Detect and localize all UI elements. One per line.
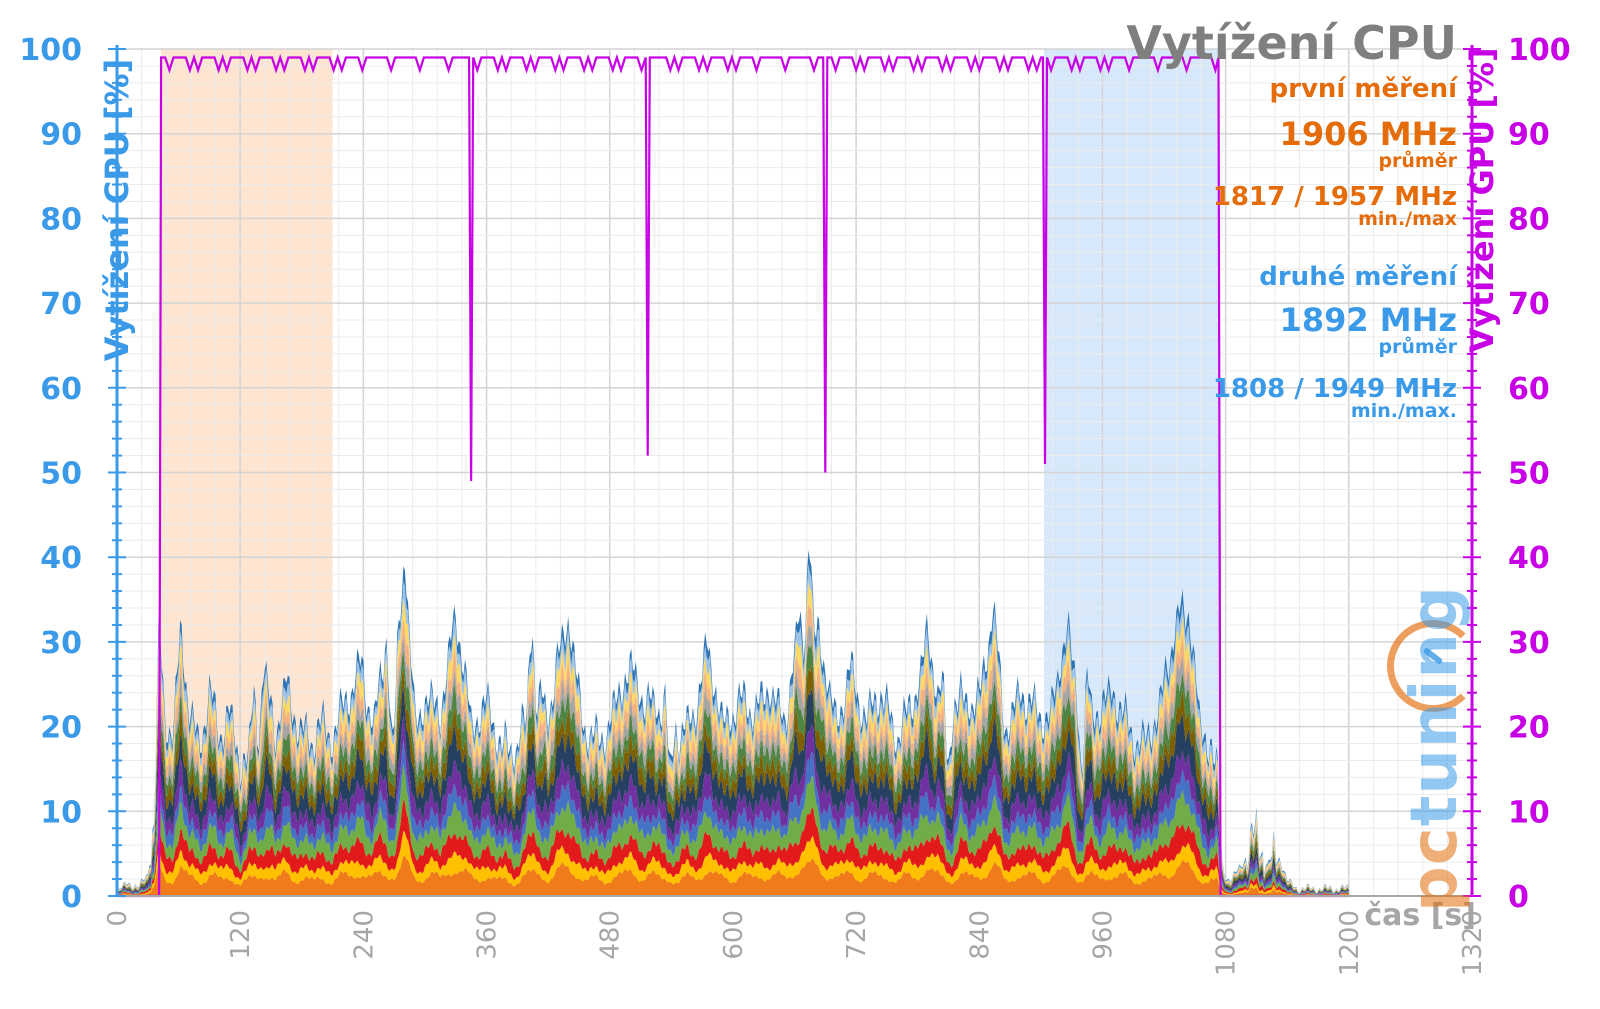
second-measurement-label: druhé měření — [1259, 262, 1457, 292]
y-axis-label: Vytížení CPU [%] — [98, 59, 136, 361]
x-tick-label: 600 — [719, 910, 749, 960]
cpu-area-series-1 — [117, 855, 1349, 896]
x-tick-label: 1080 — [1212, 910, 1242, 976]
second-minmax-value: 1808 / 1949 MHz — [1212, 374, 1457, 404]
y2-tick-label: 90 — [1508, 118, 1550, 153]
y2-tick-label: 80 — [1508, 202, 1550, 237]
cpu-stacked-areas — [117, 550, 1349, 896]
cpu-area-series-9 — [117, 643, 1349, 896]
y-tick-label: 40 — [40, 541, 82, 576]
second-avg-label: průměr — [1378, 336, 1457, 358]
first-minmax-label: min./max — [1358, 208, 1457, 230]
cpu-area-series-6 — [117, 715, 1349, 896]
first-avg-value: 1906 MHz — [1279, 115, 1457, 153]
cpu-area-series-7 — [117, 685, 1349, 896]
y2-tick-label: 10 — [1508, 795, 1550, 830]
y-tick-label: 80 — [40, 202, 82, 237]
gauge-icon — [1387, 620, 1479, 712]
x-tick-label: 720 — [842, 910, 872, 960]
x-tick-label: 960 — [1088, 910, 1118, 960]
y-tick-label: 0 — [61, 880, 82, 915]
first-avg-label: průměr — [1378, 150, 1457, 172]
y2-tick-label: 30 — [1508, 626, 1550, 661]
logo-text: pctuning — [1398, 585, 1472, 912]
y2-tick-label: 70 — [1508, 287, 1550, 322]
x-tick-label: 120 — [226, 910, 256, 960]
y-tick-label: 50 — [40, 457, 82, 492]
y-tick-label: 100 — [19, 33, 82, 68]
x-tick-label: 840 — [965, 910, 995, 960]
gpu-load-line — [117, 53, 1349, 898]
chart-title: Vytížení CPU — [1126, 16, 1457, 70]
x-tick-label: 0 — [103, 910, 133, 927]
pctuning-logo: pctuning — [1387, 585, 1495, 912]
tick-labels: 0 0 10 10 20 20 30 30 40 40 50 50 60 60 70 70 80 80 90 90 10… — [19, 33, 1570, 976]
y-tick-label: 20 — [40, 711, 82, 746]
second-minmax-label: min./max. — [1350, 400, 1457, 422]
cpu-area-series-4 — [117, 764, 1349, 896]
x-tick-label: 1320 — [1458, 910, 1488, 976]
gpu-line — [117, 53, 1349, 898]
y2-tick-label: 60 — [1508, 372, 1550, 407]
x-axis-label: čas [s] — [1364, 898, 1476, 933]
x-tick-label: 360 — [473, 910, 503, 960]
y-tick-label: 70 — [40, 287, 82, 322]
x-tick-label: 1200 — [1335, 910, 1365, 976]
y2-axis-label: Vytížení GPU [%] — [1463, 47, 1501, 352]
y2-tick-label: 0 — [1508, 880, 1529, 915]
cpu-area-series-11 — [117, 602, 1349, 896]
cpu-area-series-3 — [117, 798, 1349, 896]
first-minmax-value: 1817 / 1957 MHz — [1212, 182, 1457, 212]
cpu-area-series-8 — [117, 665, 1349, 896]
y2-tick-label: 20 — [1508, 711, 1550, 746]
x-tick-label: 240 — [349, 910, 379, 960]
y-tick-label: 10 — [40, 795, 82, 830]
y2-tick-label: 50 — [1508, 457, 1550, 492]
first-measurement-label: první měření — [1269, 74, 1457, 104]
x-tick-label: 480 — [596, 910, 626, 960]
cpu-area-series-10 — [117, 623, 1349, 896]
second-avg-value: 1892 MHz — [1279, 301, 1457, 339]
y2-tick-label: 40 — [1508, 541, 1550, 576]
y-tick-label: 90 — [40, 118, 82, 153]
y-tick-label: 30 — [40, 626, 82, 661]
cpu-area-series-2 — [117, 831, 1349, 896]
y-tick-label: 60 — [40, 372, 82, 407]
y2-tick-label: 100 — [1508, 33, 1571, 68]
